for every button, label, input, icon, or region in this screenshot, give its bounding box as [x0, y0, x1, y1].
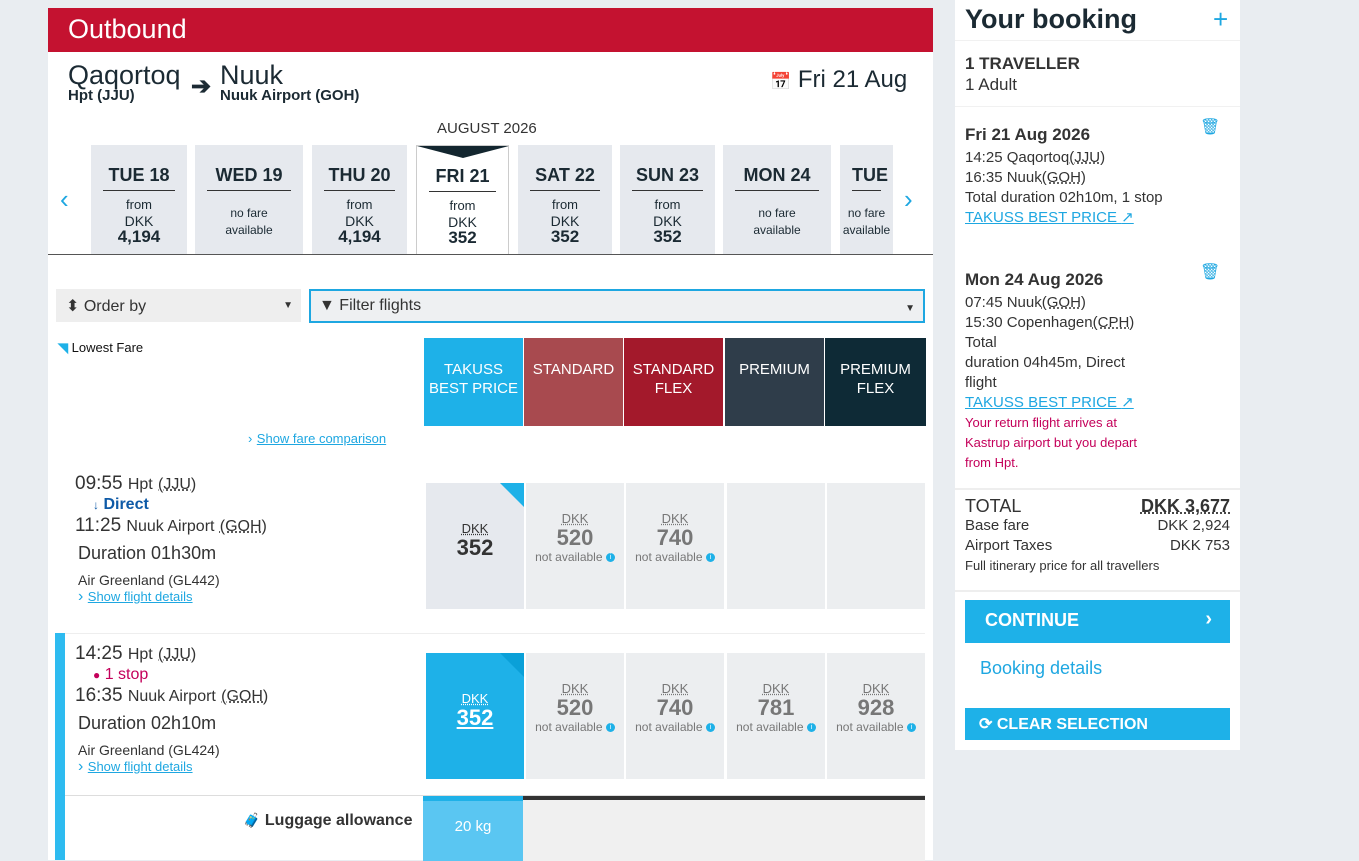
add-icon[interactable]: +: [1213, 4, 1229, 34]
flight-info: 14:25 Hpt (JJU) ● 1 stop 16:35 Nuuk Airp…: [75, 643, 269, 775]
fare-cell-empty: [727, 483, 825, 609]
date-card[interactable]: TUE 18 from DKK 4,194: [91, 145, 187, 255]
filter-icon: ▼: [319, 297, 335, 314]
clear-selection-button[interactable]: ⟳ CLEAR SELECTION: [965, 708, 1230, 740]
leg-date: Fri 21 Aug 2026: [965, 125, 1091, 144]
selected-indicator: [417, 146, 508, 158]
chevron-right-icon: ›: [1205, 608, 1212, 630]
destination-city: Nuuk: [220, 60, 284, 90]
refresh-icon: ⟳: [979, 716, 993, 733]
total-price: DKK 3,677: [1140, 496, 1230, 516]
return-warning: Your return flight arrives at Kastrup ai…: [965, 415, 1137, 470]
lowest-fare-corner-icon: [500, 653, 524, 677]
calendar-icon: 📅: [770, 72, 792, 91]
fare-cell[interactable]: DKK 740 not available i: [626, 653, 724, 779]
trash-icon[interactable]: 🗑: [1200, 119, 1221, 136]
booking-details-link[interactable]: Booking details: [980, 658, 1103, 678]
flight-info: 09:55 Hpt (JJU) ↓ Direct 11:25 Nuuk Airp…: [75, 473, 267, 605]
divider: [48, 254, 933, 255]
booking-sidebar: Your booking + 1 TRAVELLER 1 Adult Fri 2…: [955, 0, 1240, 750]
corner-icon: ◥: [58, 340, 68, 355]
outbound-panel: Outbound Qaqortoq Hpt (JJU) ➔ Nuuk Nuuk …: [48, 8, 933, 861]
fare-link[interactable]: TAKUSS BEST PRICE ↗: [965, 209, 1134, 226]
selected-row-bar: [55, 633, 65, 860]
info-icon: i: [906, 723, 916, 733]
order-by-label: Order by: [83, 298, 147, 315]
arrow-down-icon: ↓: [93, 498, 99, 512]
external-link-icon: ↗: [1121, 394, 1134, 411]
lowest-fare-legend: ◥ Lowest Fare: [58, 340, 143, 356]
outbound-header: Outbound: [48, 8, 933, 52]
chevron-right-icon: ›: [248, 431, 253, 446]
origin: Qaqortoq Hpt (JJU): [68, 60, 181, 104]
fare-cell-empty: [827, 483, 925, 609]
fare-header: STANDARD FLEX: [624, 338, 723, 426]
show-flight-details-link[interactable]: Show flight details: [87, 589, 193, 604]
date-card[interactable]: SAT 22 from DKK 352: [518, 145, 612, 255]
selected-date: 📅 Fri 21 Aug: [770, 66, 907, 94]
fare-cell[interactable]: DKK 781 not available i: [727, 653, 825, 779]
destination: Nuuk Nuuk Airport (GOH): [220, 60, 359, 104]
filter-label: Filter flights: [339, 297, 422, 314]
date-card[interactable]: FRI 21 from DKK 352: [416, 145, 509, 255]
arrow-right-icon: ➔: [191, 73, 212, 100]
stops-label: 1 stop: [104, 666, 149, 683]
price-summary: TOTAL DKK 3,677 Base fare DKK 2,924 Airpor…: [965, 496, 1230, 573]
show-fare-comparison[interactable]: › Show fare comparison: [248, 430, 386, 448]
adult-count: 1 Adult: [965, 75, 1017, 94]
fare-cell[interactable]: DKK 520 not available i: [526, 653, 624, 779]
info-icon: i: [705, 723, 715, 733]
luggage-icon: 🧳: [243, 812, 261, 828]
fare-header: STANDARD: [524, 338, 623, 426]
date-card[interactable]: MON 24 no fare available: [723, 145, 831, 255]
external-link-icon: ↗: [1121, 209, 1134, 226]
luggage-row: 🧳 Luggage allowance 20 kg: [65, 795, 925, 861]
destination-airport: Nuuk Airport (GOH): [220, 87, 360, 104]
info-icon: i: [605, 553, 615, 563]
date-text: Fri 21 Aug: [797, 66, 908, 93]
fare-cell-best-price[interactable]: DKK 352: [426, 483, 524, 609]
booking-leg-outbound: Fri 21 Aug 2026 14:25 Qaqortoq(JJU) 16:3…: [965, 119, 1235, 228]
date-card[interactable]: SUN 23 from DKK 352: [620, 145, 715, 255]
chevron-right-icon: ›: [78, 758, 84, 775]
traveller-count: 1 TRAVELLER: [965, 54, 1080, 73]
show-fare-comparison-link[interactable]: Show fare comparison: [256, 431, 387, 446]
order-by-select[interactable]: ⬍ Order by ▼: [56, 289, 301, 322]
trash-icon[interactable]: 🗑: [1200, 264, 1221, 281]
leg-duration: Total duration 02h10m, 1 stop: [965, 189, 1163, 206]
calendar-month: AUGUST 2026: [437, 120, 537, 137]
date-card[interactable]: THU 20 from DKK 4,194: [312, 145, 407, 255]
leg-date: Mon 24 Aug 2026: [965, 270, 1104, 289]
stops-label: Direct: [103, 496, 149, 513]
luggage-value: 20 kg: [423, 796, 523, 861]
luggage-label: Luggage allowance: [264, 812, 413, 829]
filter-flights-select[interactable]: ▼ Filter flights ▼: [309, 289, 925, 323]
origin-airport: Hpt (JJU): [68, 87, 135, 104]
continue-button[interactable]: CONTINUE ›: [965, 600, 1230, 643]
info-icon: i: [705, 553, 715, 563]
fare-header: PREMIUM FLEX: [825, 338, 926, 426]
next-dates-icon[interactable]: ›: [904, 184, 913, 214]
lowest-fare-corner-icon: [500, 483, 524, 507]
prev-dates-icon[interactable]: ‹: [60, 184, 69, 214]
info-icon: i: [605, 723, 615, 733]
fare-header: TAKUSS BEST PRICE: [424, 338, 523, 426]
show-flight-details-link[interactable]: Show flight details: [87, 759, 193, 774]
fare-cell[interactable]: DKK 928 not available i: [827, 653, 925, 779]
info-icon: i: [806, 723, 816, 733]
fare-cell[interactable]: DKK 520 not available i: [526, 483, 624, 609]
fare-header: PREMIUM: [725, 338, 824, 426]
booking-title: Your booking: [965, 4, 1137, 34]
date-card[interactable]: WED 19 no fare available: [195, 145, 303, 255]
origin-city: Qaqortoq: [68, 60, 181, 90]
stop-icon: ●: [93, 668, 101, 682]
chevron-right-icon: ›: [78, 588, 84, 605]
fare-link[interactable]: TAKUSS BEST PRICE ↗: [965, 394, 1134, 411]
flight-row[interactable]: [65, 633, 925, 795]
fare-cell-best-price[interactable]: DKK 352: [426, 653, 524, 779]
booking-leg-return: Mon 24 Aug 2026 07:45 Nuuk(GOH) 15:30 Co…: [965, 264, 1235, 473]
lowest-fare-label: Lowest Fare: [71, 340, 144, 355]
fare-cell[interactable]: DKK 740 not available i: [626, 483, 724, 609]
